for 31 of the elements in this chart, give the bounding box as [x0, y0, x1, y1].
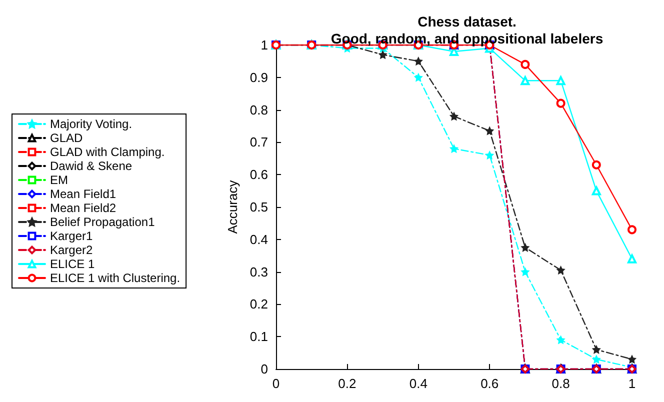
y-tick-label: 0.2 [250, 296, 268, 312]
legend-label: Karger1 [50, 229, 94, 243]
legend-label: ELICE 1 [50, 257, 96, 271]
chart-title: Chess dataset. Good, random, and oppositional labelers [330, 14, 604, 46]
y-tick-label: 0.6 [250, 167, 268, 182]
legend-label: GLAD [50, 131, 84, 145]
legend-label: Mean Field2 [50, 201, 116, 215]
y-tick-label: 0.5 [250, 200, 268, 214]
legend-label: EM [50, 173, 68, 187]
legend-label: Mean Field1 [50, 187, 116, 201]
y-tick-label: 0.1 [250, 329, 268, 344]
legend-label: Majority Voting. [50, 117, 132, 131]
legend-label: ELICE 1 with Clustering. [50, 271, 180, 285]
x-tick-label: 1 [628, 376, 636, 391]
y-axis-title: Accuracy [225, 180, 240, 234]
y-tick-label: 1 [260, 38, 268, 52]
y-tick-label: 0.9 [250, 70, 268, 85]
y-tick-label: 0.3 [250, 264, 268, 280]
x-tick-label: 0.8 [552, 376, 570, 391]
legend-label: Belief Propagation1 [50, 215, 156, 229]
y-tick-label: 0.8 [250, 102, 268, 118]
legend-label: GLAD with Clamping. [50, 145, 165, 159]
x-tick-label: 0.6 [480, 376, 499, 391]
y-tick-label: 0.7 [250, 134, 268, 150]
y-tick-label: 0.4 [250, 232, 268, 247]
legend-label: Dawid & Skene [50, 159, 132, 173]
legend-label: Karger2 [50, 243, 94, 257]
y-tick-label: 0 [260, 362, 268, 376]
x-tick-label: 0.4 [409, 376, 428, 391]
x-tick-label: 0.2 [338, 376, 356, 391]
x-tick-label: 0 [272, 376, 280, 391]
